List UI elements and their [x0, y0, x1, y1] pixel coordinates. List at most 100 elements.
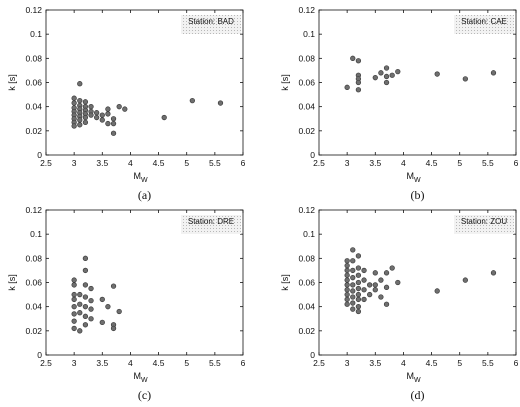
chart-3-data-point: [372, 287, 378, 293]
chart-0-data-point: [217, 100, 224, 106]
chart-0-data-point: [77, 117, 83, 123]
chart-0-data-point: [94, 110, 100, 116]
chart-3-ytick-label: 0.12: [298, 205, 315, 215]
chart-3-ytick-label: 0: [310, 350, 315, 360]
chart-2-data-point: [99, 296, 105, 303]
chart-2-ytick-label: 0.12: [25, 205, 42, 215]
chart-2-xtick-label: 6: [241, 358, 246, 368]
chart-0-xtick-label: 4: [128, 158, 133, 168]
chart-3-data-point: [344, 291, 350, 298]
chart-2-data-point: [88, 316, 94, 322]
chart-2-station-box-background: [181, 215, 241, 234]
chart-3-xtick-label: 3.5: [369, 358, 381, 368]
chart-3-data-point: [355, 296, 362, 303]
chart-1-data-point: [383, 65, 390, 71]
chart-3-xtick-label: 3: [345, 358, 350, 368]
chart-1-data-point: [383, 73, 390, 80]
chart-1-xtick-label: 4: [401, 158, 406, 168]
chart-0-xtick-label: 2.5: [40, 158, 52, 168]
chart-2-data-point: [110, 283, 117, 289]
chart-3-data-point: [372, 270, 378, 276]
chart-3-data-point: [490, 270, 497, 276]
chart-3-data-point: [355, 272, 362, 278]
chart-1-ytick-label: 0.06: [298, 78, 315, 88]
chart-0-ytick-label: 0.08: [25, 53, 42, 63]
chart-2-data-point: [110, 325, 117, 332]
chart-3-data-point: [361, 296, 367, 303]
chart-0-ytick-label: 0: [37, 150, 42, 160]
chart-1-data-point: [355, 58, 362, 64]
chart-0-subfigure-label: (a): [138, 188, 151, 202]
chart-1-ytick-label: 0.12: [298, 5, 315, 15]
chart-0-data-point: [77, 81, 83, 87]
chart-0-xtick-label: 3: [72, 158, 77, 168]
chart-2-y-axis-label: k [s]: [7, 274, 17, 291]
chart-1-data-point: [395, 68, 401, 75]
chart-3-x-axis-label: MW: [406, 371, 421, 384]
chart-3-xtick-label: 5: [457, 358, 462, 368]
chart-3-data-point: [350, 282, 356, 288]
chart-3-data-point: [344, 296, 350, 303]
chart-2-ytick-label: 0: [37, 350, 42, 360]
chart-2-data-point: [77, 301, 83, 307]
chart-3-xtick-label: 4: [401, 358, 406, 368]
chart-3-data-point: [361, 267, 367, 274]
chart-0-xtick-label: 5: [184, 158, 189, 168]
chart-0-data-point: [82, 114, 89, 121]
chart-3-data-point: [383, 270, 390, 276]
chart-2-data-point: [71, 282, 77, 288]
chart-3-data-point: [395, 279, 401, 286]
chart-0-data-point: [122, 106, 128, 112]
chart-0-ytick-label: 0.06: [25, 78, 42, 88]
chart-1-xtick-label: 3: [345, 158, 350, 168]
chart-3-data-point: [350, 294, 356, 300]
chart-3-data-point: [350, 306, 356, 312]
chart-0-data-point: [82, 119, 89, 126]
chart-1-xtick-label: 5.5: [482, 158, 494, 168]
chart-3-ytick-label: 0.08: [298, 253, 315, 263]
chart-3-ytick-label: 0.1: [303, 229, 315, 239]
chart-0-y-axis-label: k [s]: [7, 74, 17, 91]
chart-2-data-point: [82, 282, 89, 288]
chart-0-data-point: [88, 104, 94, 110]
chart-2-xtick-label: 2.5: [40, 358, 52, 368]
chart-3-panel: 2.5 3 3.5 4 4.5 5 5.5 6 0 0.02 0.04 0.06 0.08 0.1 0.12…: [280, 205, 519, 402]
chart-1-station-box-background: [454, 15, 514, 34]
chart-0-xtick-label: 4.5: [153, 158, 165, 168]
chart-0-data-point: [94, 114, 100, 121]
chart-3-data-point: [355, 285, 362, 292]
chart-1-panel: 2.5 3 3.5 4 4.5 5 5.5 6 0 0.02 0.04 0.06 0.08 0.1 0.12…: [280, 5, 519, 202]
chart-2-data-point: [105, 304, 111, 310]
chart-3-data-point: [383, 284, 390, 290]
chart-3-data-point: [378, 277, 384, 283]
chart-2-data-point: [71, 296, 77, 303]
chart-2-data-point: [99, 319, 105, 326]
chart-3-ytick-label: 0.04: [298, 302, 315, 312]
chart-1-ytick-label: 0.02: [298, 126, 315, 136]
chart-3-data-point: [355, 291, 362, 298]
chart-1-data-point: [350, 55, 356, 61]
chart-0-ytick-label: 0.1: [30, 29, 42, 39]
chart-3-xtick-label: 5.5: [482, 358, 494, 368]
chart-2-data-point: [77, 291, 83, 298]
chart-2-data-point: [71, 318, 77, 324]
chart-3-data-point: [361, 277, 367, 283]
chart-1-data-point: [355, 87, 362, 93]
chart-2-data-point: [77, 328, 83, 334]
chart-2-data-point: [82, 322, 89, 328]
chart-1-xtick-label: 4.5: [426, 158, 438, 168]
chart-2-data-point: [71, 277, 77, 283]
chart-1-xtick-label: 2.5: [313, 158, 325, 168]
chart-0-data-point: [99, 117, 105, 123]
chart-0-data-point: [105, 106, 111, 112]
chart-1-subfigure-label: (b): [411, 188, 425, 202]
chart-1-station-box: Station: CAE: [454, 15, 514, 34]
chart-3-data-point: [361, 287, 367, 293]
chart-1-data-point: [490, 70, 497, 76]
chart-2-subfigure-label: (c): [138, 388, 151, 402]
chart-3-data-point: [344, 262, 350, 269]
chart-3-station-box: Station: ZOU: [454, 215, 514, 234]
chart-3-data-point: [350, 300, 356, 306]
chart-1-data-point: [378, 70, 384, 76]
